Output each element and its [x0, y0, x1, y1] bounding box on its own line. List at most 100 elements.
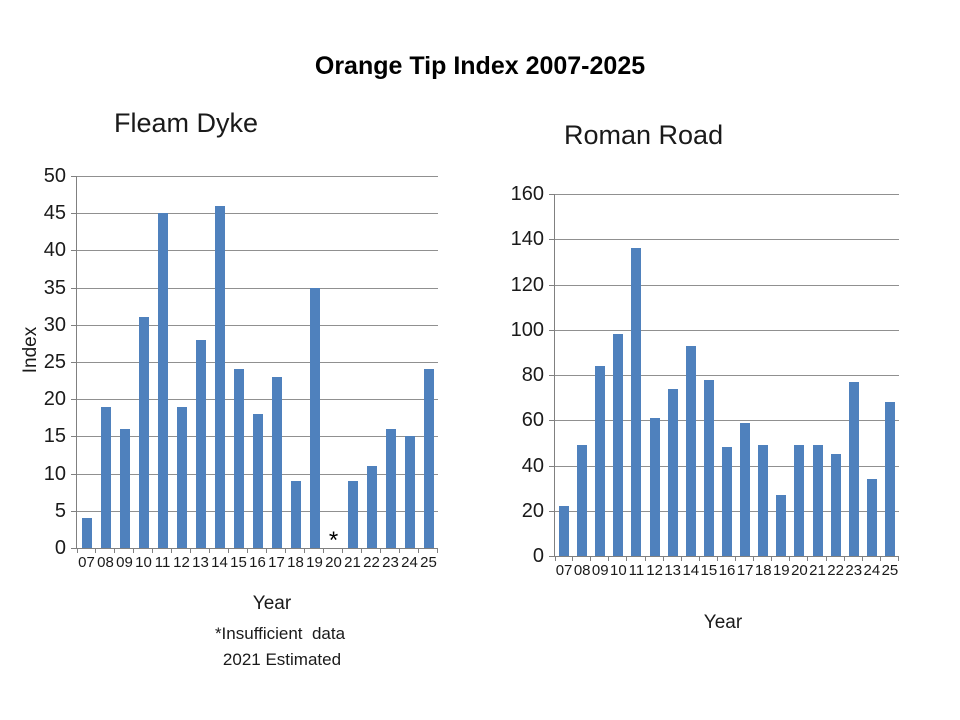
- x-axis-tick: [342, 548, 343, 553]
- bar: [722, 447, 732, 556]
- y-axis-tick: [549, 556, 555, 557]
- bar: [758, 445, 769, 556]
- bar: [347, 481, 358, 548]
- x-axis-tick: [771, 556, 773, 561]
- bar: [195, 339, 206, 548]
- x-axis-tick: [735, 556, 737, 561]
- y-axis-tick-label: 50: [43, 165, 66, 187]
- x-axis-tick-label: 08: [97, 554, 114, 571]
- x-axis-tick: [608, 556, 610, 561]
- y-axis-tick-label: 20: [521, 499, 544, 522]
- x-axis-tick: [572, 556, 574, 561]
- x-axis-tick-label: 22: [363, 554, 380, 571]
- y-axis-tick-label: 45: [43, 202, 66, 225]
- roman-road-chart-title: Roman Road: [564, 120, 724, 150]
- gridline: [555, 329, 899, 331]
- y-axis-tick: [71, 250, 77, 252]
- y-axis-tick-label: 10: [43, 462, 66, 485]
- gridline: [77, 399, 438, 401]
- fleam-dyke-y-axis-title: Index: [20, 326, 41, 374]
- x-axis-tick: [418, 548, 419, 553]
- missing-data-marker: *: [328, 527, 339, 554]
- x-axis-tick: [114, 548, 115, 553]
- x-axis-tick-label: 16: [718, 562, 736, 579]
- x-axis-tick: [228, 548, 229, 553]
- fleam-dyke-chart: Fleam Dyke Index Year *Insufficient data…: [20, 108, 438, 669]
- x-axis-tick: [698, 556, 700, 561]
- x-axis-tick-label: 16: [249, 554, 266, 571]
- bar: [233, 369, 244, 548]
- y-axis-tick: [549, 194, 555, 195]
- gridline: [555, 239, 899, 241]
- x-axis-tick-label: 18: [754, 562, 772, 579]
- x-axis-tick: [662, 556, 664, 561]
- y-axis-tick-label: 40: [43, 239, 66, 262]
- bar: [366, 466, 377, 548]
- x-axis-tick-label: 18: [287, 554, 304, 571]
- gridline: [77, 287, 438, 289]
- x-axis-tick-label: 07: [78, 554, 95, 571]
- bar: [214, 205, 225, 548]
- footnote-insufficient-data: *Insufficient data: [214, 624, 346, 643]
- x-axis-tick: [590, 556, 592, 561]
- x-axis-tick: [361, 548, 362, 553]
- x-axis-tick: [399, 548, 400, 553]
- y-axis-tick-label: 35: [43, 276, 66, 299]
- bar: [100, 406, 111, 548]
- y-axis-tick: [71, 436, 77, 438]
- bar: [794, 445, 805, 556]
- y-axis-tick-label: 15: [43, 425, 66, 448]
- y-axis-tick-label: 60: [521, 409, 544, 432]
- x-axis-tick-label: 10: [610, 562, 627, 579]
- roman-road-chart: Roman Road Year 0 20 40 60 80 100 120 140 160 07 0…: [511, 120, 899, 633]
- gridline: [77, 213, 438, 215]
- x-axis-tick: [437, 548, 438, 553]
- fleam-dyke-chart-title: Fleam Dyke: [114, 108, 259, 138]
- x-axis-tick-label: 13: [192, 554, 209, 571]
- x-axis-tick: [77, 548, 78, 553]
- y-axis-tick: [71, 399, 77, 401]
- bar: [667, 388, 678, 556]
- bar: [685, 345, 696, 556]
- bar: [290, 481, 301, 548]
- y-axis-tick-label: 160: [510, 183, 544, 205]
- y-axis-tick: [71, 362, 77, 363]
- x-axis-tick: [898, 556, 899, 561]
- y-axis-tick-label: 0: [532, 545, 544, 567]
- bar: [138, 317, 149, 548]
- x-axis-tick-label: 24: [863, 562, 881, 579]
- y-axis-tick-label: 140: [510, 228, 544, 251]
- y-axis-tick: [71, 287, 77, 289]
- x-axis-tick-label: 11: [154, 554, 171, 571]
- x-axis-tick: [879, 556, 881, 561]
- gridline: [555, 375, 899, 376]
- x-axis-tick: [190, 548, 191, 553]
- x-axis-tick: [152, 548, 153, 553]
- x-axis-tick-label: 21: [809, 562, 826, 579]
- x-axis-tick: [266, 548, 267, 553]
- page-title: Orange Tip Index 2007-2025: [314, 52, 646, 80]
- x-axis-tick: [380, 548, 381, 553]
- x-axis-tick: [825, 556, 827, 561]
- y-axis-tick-label: 120: [510, 273, 544, 296]
- bar: [385, 428, 396, 548]
- bar: [884, 402, 895, 556]
- y-axis-tick: [71, 510, 77, 512]
- x-axis-tick: [861, 556, 863, 561]
- x-axis-tick: [716, 556, 718, 561]
- bar: [740, 422, 751, 556]
- y-axis-tick: [71, 213, 77, 215]
- x-axis-tick-label: 19: [306, 554, 323, 571]
- x-axis-tick-label: 11: [628, 562, 645, 579]
- y-axis-tick-label: 40: [521, 454, 544, 477]
- y-axis-tick-label: 100: [510, 318, 544, 341]
- x-axis-tick: [807, 556, 809, 561]
- gridline: [555, 194, 899, 195]
- x-axis-tick-label: 13: [664, 562, 682, 579]
- y-axis-tick: [71, 473, 77, 475]
- bar: [649, 418, 660, 556]
- x-axis-tick-label: 25: [881, 562, 899, 579]
- y-axis-tick: [549, 284, 555, 286]
- bar: [866, 479, 877, 556]
